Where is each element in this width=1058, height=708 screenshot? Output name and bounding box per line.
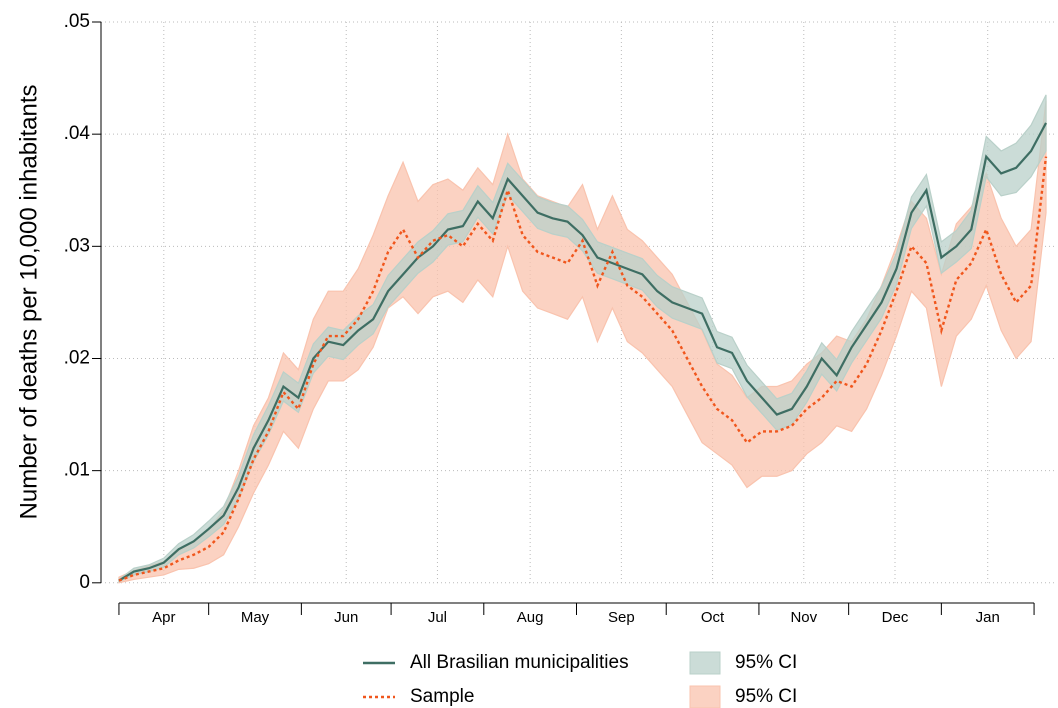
x-tick-label: Nov bbox=[790, 609, 817, 626]
x-tick-label: Dec bbox=[882, 609, 909, 626]
y-axis-label: Number of deaths per 10,000 inhabitants bbox=[15, 85, 42, 520]
y-tick-label: .02 bbox=[64, 348, 90, 369]
series-line bbox=[118, 156, 1048, 582]
legend-swatch bbox=[689, 685, 721, 708]
y-tick-label: 0 bbox=[79, 572, 90, 593]
y-tick-label: .04 bbox=[64, 123, 91, 144]
legend-label: Sample bbox=[410, 686, 474, 707]
x-tick-label: Jun bbox=[334, 609, 358, 626]
ci-band bbox=[118, 100, 1047, 584]
x-tick-label: May bbox=[241, 609, 270, 626]
y-tick-label: .01 bbox=[64, 460, 90, 481]
x-tick-label: Aug bbox=[517, 609, 544, 626]
x-tick-label: Jul bbox=[428, 609, 447, 626]
ci-band bbox=[118, 94, 1047, 583]
y-tick-label: .03 bbox=[64, 235, 90, 256]
y-tick-label: .05 bbox=[64, 11, 90, 32]
legend-label: 95% CI bbox=[735, 652, 797, 673]
x-tick-label: Sep bbox=[608, 609, 635, 626]
x-tick-label: Apr bbox=[152, 609, 175, 626]
x-tick-label: Jan bbox=[976, 609, 1000, 626]
legend-swatch bbox=[689, 651, 721, 675]
legend-label: 95% CI bbox=[735, 686, 797, 707]
legend-label: All Brasilian municipalities bbox=[410, 652, 629, 673]
x-tick-label: Oct bbox=[701, 609, 725, 626]
series-line bbox=[118, 122, 1048, 582]
